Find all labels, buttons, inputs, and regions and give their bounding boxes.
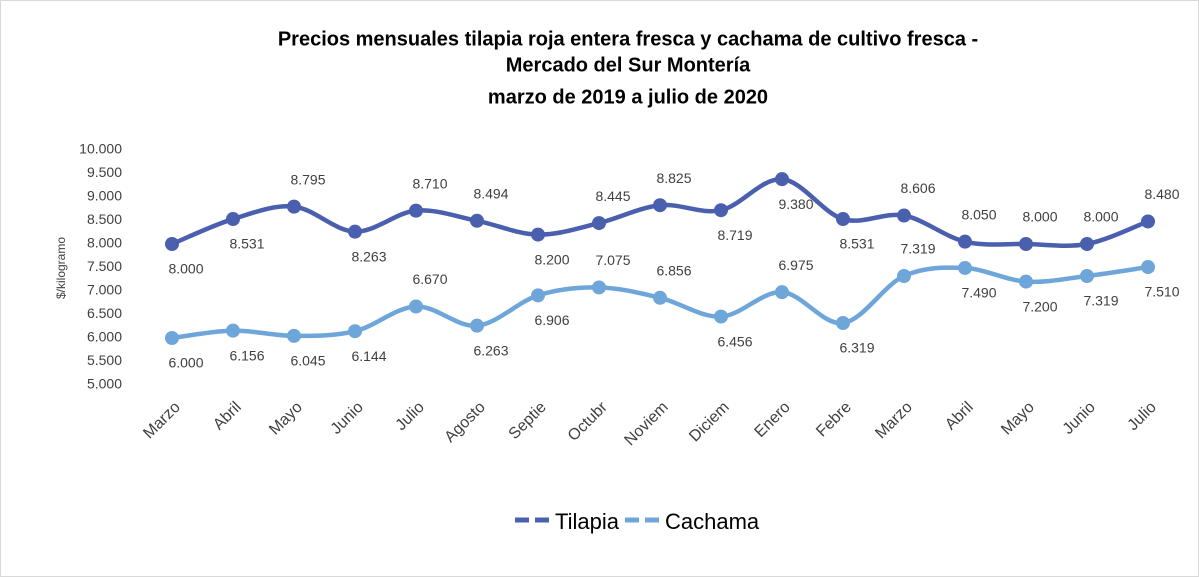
data-point [1019,237,1033,251]
data-point [714,203,728,218]
data-label: 6.144 [351,348,386,364]
data-point [958,234,972,249]
data-point [1141,260,1155,275]
data-point [226,323,240,338]
data-label: 6.045 [290,353,325,369]
y-tick-label: 9.500 [87,164,122,180]
data-point [226,212,240,227]
y-tick-label: 7.500 [87,258,122,274]
data-label: 8.719 [717,227,752,243]
data-point [775,285,789,300]
data-label: 6.906 [534,312,569,328]
data-label: 8.494 [473,185,508,201]
chart-title: Mercado del Sur Montería [506,54,751,76]
data-label: 7.075 [595,252,630,268]
data-point [836,316,850,331]
data-label: 6.456 [717,333,752,349]
y-axis-label: $/kilogramo [54,237,68,299]
data-point [348,324,362,339]
data-label: 6.156 [229,347,264,363]
y-tick-label: 5.000 [87,376,122,392]
data-point [287,199,301,214]
y-tick-label: 5.500 [87,352,122,368]
data-point [287,328,301,343]
data-point [165,237,179,251]
data-label: 8.263 [351,248,386,264]
y-tick-label: 6.000 [87,329,122,345]
data-label: 8.606 [900,180,935,196]
y-tick-label: 7.000 [87,282,122,298]
data-point [1080,269,1094,284]
data-label: 8.531 [839,236,874,252]
y-tick-label: 6.500 [87,305,122,321]
data-label: 6.856 [656,262,691,278]
data-point [1019,274,1033,289]
data-point [470,318,484,333]
legend-label: Cachama [665,509,760,534]
data-label: 8.445 [595,188,630,204]
data-label: 7.510 [1144,284,1179,300]
data-label: 8.200 [534,251,569,267]
legend-label: Tilapia [555,509,620,534]
chart-title: Precios mensuales tilapia roja entera fr… [278,28,978,50]
data-point [653,290,667,305]
data-label: 8.050 [961,206,996,222]
y-tick-label: 9.000 [87,188,122,204]
data-point [714,309,728,324]
data-label: 8.000 [168,261,203,277]
data-point [592,216,606,231]
data-label: 6.975 [778,257,813,273]
data-point [165,331,179,345]
data-point [592,280,606,295]
y-tick-label: 8.000 [87,235,122,251]
data-label: 8.000 [1083,209,1118,225]
data-label: 6.670 [412,271,447,287]
data-point [1080,237,1094,251]
data-label: 8.531 [229,236,264,252]
data-point [470,213,484,228]
data-point [958,260,972,275]
data-point [531,227,545,242]
data-point [409,203,423,218]
data-point [897,208,911,223]
data-point [897,269,911,284]
data-label: 8.480 [1144,186,1179,202]
data-point [409,299,423,314]
data-label: 9.380 [778,196,813,212]
data-label: 6.000 [168,355,203,371]
chart-title: marzo de 2019 a julio de 2020 [488,86,768,108]
data-label: 7.319 [1083,293,1118,309]
data-label: 7.200 [1022,298,1057,314]
data-point [775,172,789,187]
data-point [531,288,545,303]
data-point [348,224,362,239]
data-point [653,198,667,213]
y-tick-label: 8.500 [87,211,122,227]
data-label: 7.319 [900,241,935,257]
data-label: 8.825 [656,170,691,186]
data-label: 8.795 [290,171,325,187]
data-point [1141,214,1155,229]
data-label: 7.490 [961,285,996,301]
data-label: 6.263 [473,342,508,358]
data-point [836,212,850,227]
y-tick-label: 10.000 [79,141,122,157]
data-label: 8.710 [412,175,447,191]
data-label: 8.000 [1022,209,1057,225]
data-label: 6.319 [839,340,874,356]
